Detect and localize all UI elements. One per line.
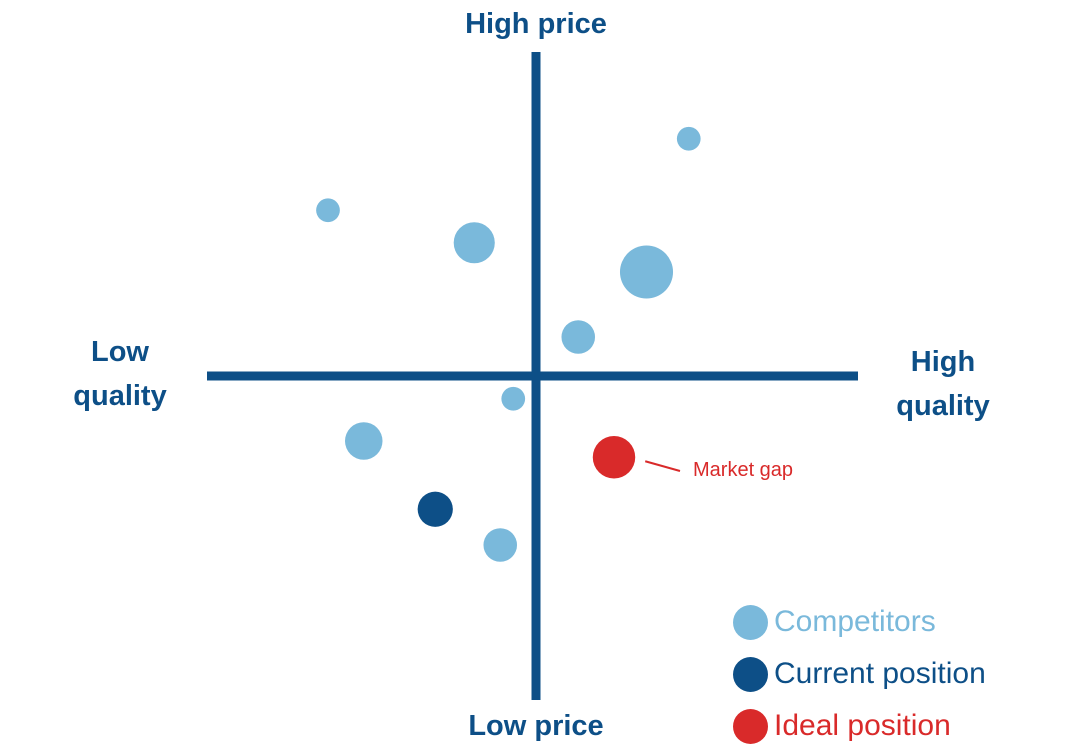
point-competitors-4 [561, 320, 595, 354]
axis-label-right: High quality [868, 340, 1018, 428]
annotation-leader-line [645, 461, 680, 471]
legend-label: Current position [774, 657, 986, 691]
point-competitors-5 [501, 387, 525, 411]
point-competitors-3 [620, 245, 673, 298]
axis-label-bottom: Low price [436, 704, 636, 748]
data-points [316, 127, 700, 562]
point-competitors-6 [345, 422, 383, 460]
legend-swatch [733, 657, 768, 692]
point-competitors-7 [483, 528, 517, 562]
legend-swatch [733, 605, 768, 640]
legend-item-current-position: Current position [733, 648, 986, 700]
point-competitors-1 [316, 198, 340, 222]
point-competitors-0 [677, 127, 701, 151]
axis-label-left: Low quality [60, 330, 180, 418]
legend: Competitors Current position Ideal posit… [733, 596, 986, 752]
market-gap-annotation: Market gap [693, 459, 793, 482]
point-current-position-8 [418, 492, 453, 527]
annotation-lines [645, 461, 680, 471]
legend-item-ideal-position: Ideal position [733, 700, 986, 752]
legend-swatch [733, 709, 768, 744]
legend-label: Competitors [774, 605, 936, 639]
legend-item-competitors: Competitors [733, 596, 986, 648]
axis-label-top: High price [436, 2, 636, 46]
point-ideal-position-9 [593, 436, 635, 478]
point-competitors-2 [454, 222, 495, 263]
legend-label: Ideal position [774, 709, 951, 743]
